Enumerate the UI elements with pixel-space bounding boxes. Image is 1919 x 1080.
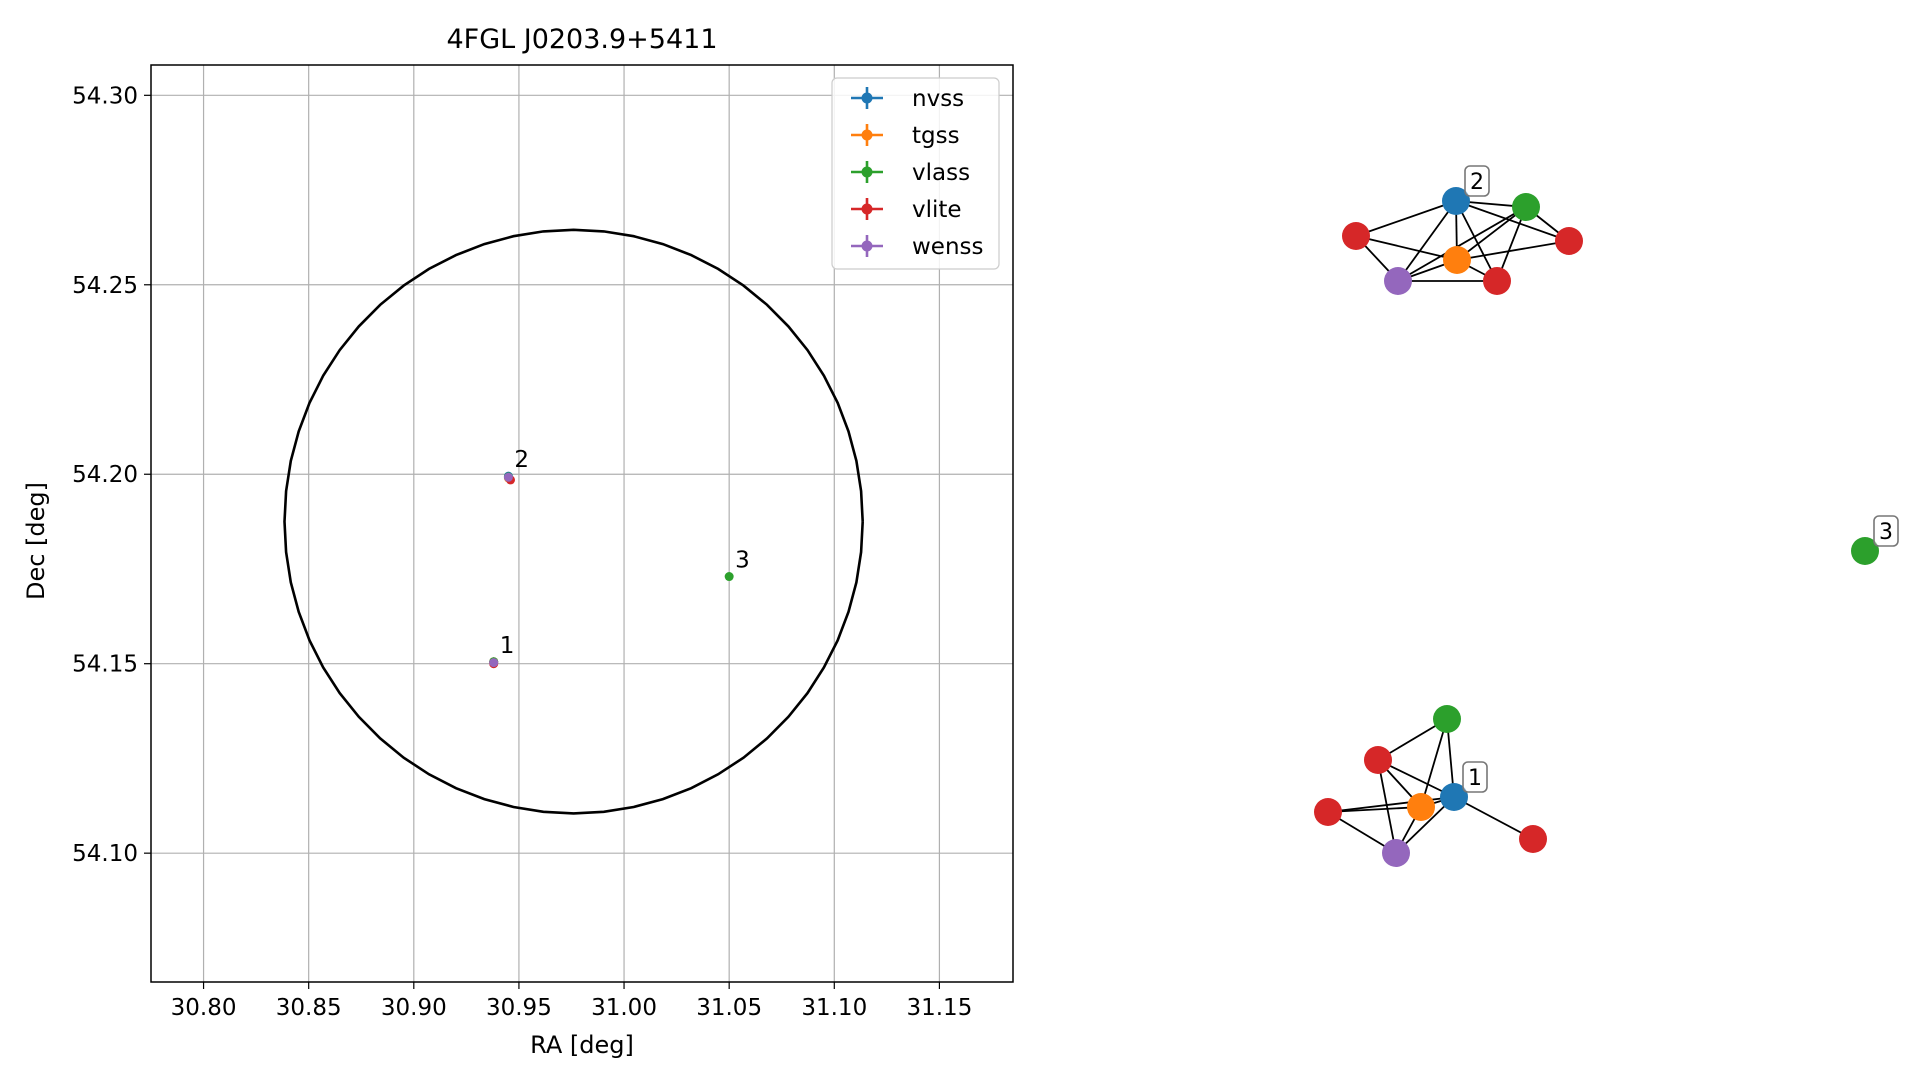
legend-label: vlass	[912, 160, 970, 186]
graph-node-g2-tgss	[1443, 246, 1471, 274]
graph-edge	[1420, 718, 1448, 808]
graph-node-g2-vlass	[1512, 193, 1540, 221]
graph-node-g1-vlite-b	[1314, 798, 1342, 826]
legend-item-vlass: vlass	[851, 160, 970, 186]
annotations-layer: 1 2 3	[500, 447, 750, 659]
y-axis-ticks: 54.10 54.15 54.20 54.25 54.30	[72, 83, 151, 867]
graph-node-g1-vlite-a	[1364, 746, 1392, 774]
legend-item-nvss: nvss	[851, 86, 964, 112]
data-point-vlass	[724, 572, 734, 582]
graph-node-g2-vlite-a	[1342, 222, 1370, 250]
legend-label: nvss	[912, 86, 964, 112]
graph-label: 2	[1464, 165, 1490, 197]
x-tick-label: 30.90	[381, 995, 447, 1021]
y-tick-label: 54.20	[72, 462, 138, 488]
graph-label: 1	[1462, 761, 1488, 793]
graph-label-box	[1464, 165, 1490, 197]
graph-node-g3-vlass	[1851, 537, 1879, 565]
graph-node-g1-vlite-c	[1519, 825, 1547, 853]
graph-node-g2-wenss	[1384, 267, 1412, 295]
graph-edge	[1327, 806, 1422, 813]
graph-edge	[1453, 796, 1534, 840]
error-ellipse-layer	[283, 228, 864, 815]
y-tick-label: 54.15	[72, 652, 138, 678]
graph-label-text: 1	[1468, 766, 1482, 791]
legend-label: tgss	[912, 123, 960, 149]
graph-node-g1-nvss	[1440, 783, 1468, 811]
x-axis-ticks: 30.80 30.85 30.90 30.95 31.00 31.05 31.10 31.15	[171, 982, 972, 1021]
x-tick-label: 31.10	[801, 995, 867, 1021]
data-point-wenss	[503, 472, 513, 482]
point-annotation: 2	[514, 447, 529, 473]
legend-label: wenss	[912, 234, 984, 260]
graph-label: 3	[1873, 515, 1899, 547]
x-tick-label: 31.00	[591, 995, 657, 1021]
graph-node-g2-nvss	[1442, 187, 1470, 215]
x-tick-label: 30.80	[171, 995, 237, 1021]
graph-edge	[1456, 206, 1527, 261]
x-tick-label: 31.05	[696, 995, 762, 1021]
y-tick-label: 54.30	[72, 83, 138, 109]
chart-title: 4FGL J0203.9+5411	[446, 24, 717, 55]
graph-edge	[1355, 235, 1458, 261]
y-tick-label: 54.25	[72, 273, 138, 299]
legend-item-vlite: vlite	[851, 197, 962, 223]
graph-label-text: 3	[1879, 520, 1893, 545]
graph-edge	[1377, 759, 1397, 854]
graph-label-box	[1462, 761, 1488, 793]
graph-edge	[1377, 759, 1455, 798]
graph-edge	[1456, 240, 1570, 261]
graph-label-box	[1873, 515, 1899, 547]
graph-edge	[1455, 200, 1570, 242]
graph-node-g1-tgss	[1407, 793, 1435, 821]
legend-item-tgss: tgss	[851, 123, 960, 149]
x-tick-label: 30.95	[486, 995, 552, 1021]
x-tick-label: 31.15	[906, 995, 972, 1021]
graph-node-g1-vlass	[1433, 705, 1461, 733]
legend: nvss tgss vlass vlite wenss	[831, 77, 1000, 270]
x-axis-label: RA [deg]	[530, 1031, 634, 1059]
data-point-wenss	[489, 658, 499, 668]
point-annotation: 3	[735, 548, 750, 574]
y-axis-label: Dec [deg]	[22, 482, 50, 600]
graph-nodes	[1314, 187, 1879, 867]
graph-edge	[1397, 200, 1457, 282]
graph-node-g1-wenss	[1382, 839, 1410, 867]
error-ellipse	[283, 228, 864, 815]
graph-edge	[1355, 200, 1457, 237]
graph-label-text: 2	[1470, 170, 1484, 195]
legend-box	[831, 77, 1000, 270]
association-graph: 2 3 1	[1314, 165, 1899, 867]
legend-items: nvss tgss vlass vlite wenss	[851, 86, 984, 260]
graph-edge	[1397, 206, 1527, 282]
axes-frame	[150, 64, 1014, 983]
data-points-layer	[489, 471, 734, 669]
graph-node-g2-vlite-b	[1555, 227, 1583, 255]
x-tick-label: 30.85	[276, 995, 342, 1021]
legend-label: vlite	[912, 197, 962, 223]
graph-node-g2-vlite-c	[1483, 267, 1511, 295]
y-tick-label: 54.10	[72, 841, 138, 867]
sky-plot: 123 30.80 30.85 30.90 30.95 31.00 31.05 31.10 3…	[22, 24, 1014, 1059]
graph-edge	[1327, 796, 1455, 813]
point-annotation: 1	[500, 633, 515, 659]
graph-edge	[1455, 200, 1498, 282]
legend-item-wenss: wenss	[851, 234, 984, 260]
graph-labels: 2 3 1	[1462, 165, 1899, 793]
